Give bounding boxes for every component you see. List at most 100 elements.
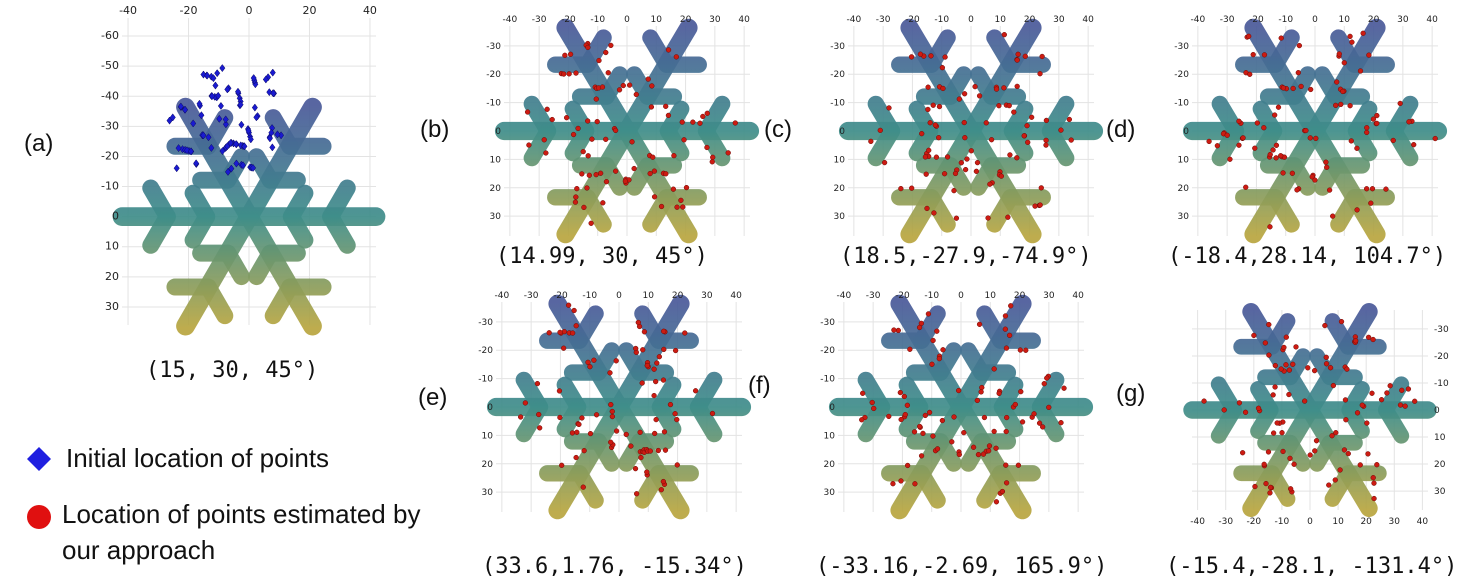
x-tick-label: 10: [995, 15, 1007, 25]
estimated-point: [1296, 42, 1303, 49]
initial-point: [241, 142, 248, 151]
estimated-point: [599, 84, 606, 90]
y-tick-label: -20: [830, 70, 845, 80]
initial-point: [228, 164, 235, 173]
estimated-point: [898, 416, 904, 423]
caption-g: (-15.4,-28.1, -131.4°): [1166, 554, 1458, 579]
estimated-point: [573, 70, 579, 76]
estimated-point: [1001, 32, 1007, 38]
estimated-point: [1365, 451, 1371, 457]
estimated-point: [920, 430, 926, 437]
estimated-point: [725, 150, 731, 156]
estimated-point: [692, 388, 699, 394]
estimated-point: [904, 462, 911, 469]
estimated-point: [1333, 102, 1339, 109]
estimated-point: [1330, 382, 1337, 389]
estimated-point: [652, 430, 658, 437]
panel-label-f: (f): [748, 372, 771, 399]
estimated-point: [1289, 170, 1296, 176]
y-tick-label: 30: [1434, 487, 1446, 497]
estimated-point: [638, 454, 644, 461]
estimated-point: [561, 71, 567, 77]
points-a: [166, 64, 285, 176]
x-tick-label: 0: [616, 291, 622, 301]
estimated-point: [985, 448, 992, 454]
initial-point: [209, 92, 216, 101]
x-tick-label: 40: [730, 291, 742, 301]
y-tick-label: -30: [486, 42, 501, 52]
initial-point: [200, 131, 207, 140]
x-tick-label: 0: [1307, 517, 1313, 527]
estimated-point: [941, 171, 948, 177]
estimated-point: [956, 451, 962, 458]
estimated-point: [591, 357, 597, 363]
estimated-point: [1003, 480, 1010, 486]
estimated-point: [1263, 480, 1269, 487]
estimated-point: [993, 499, 1000, 505]
estimated-point: [1014, 83, 1020, 90]
estimated-point: [663, 103, 669, 110]
estimated-point: [1357, 68, 1364, 74]
initial-point: [222, 120, 229, 129]
estimated-point: [609, 408, 615, 415]
estimated-point: [1364, 420, 1370, 426]
estimated-point: [633, 345, 639, 352]
estimated-point: [918, 453, 925, 459]
y-tick-label: 20: [490, 184, 502, 194]
ticks-g: -40 -30 -20 -10 0 10 20 30 40 -30 -20 -10 0 10 20 30: [1190, 325, 1449, 527]
snowflake-b: [494, 18, 760, 244]
estimated-point: [608, 42, 614, 49]
estimated-point: [917, 423, 923, 430]
y-tick-label: 0: [1434, 406, 1440, 416]
x-tick-label: 10: [643, 291, 655, 301]
estimated-point: [1262, 340, 1268, 346]
estimated-point: [589, 136, 595, 142]
initial-point: [175, 144, 182, 153]
panel-c: -40 -30 -20 -10 0 10 20 30 40 -30 -20 -10 0 10 20 30: [828, 12, 1104, 244]
panel-d: -40 -30 -20 -10 0 10 20 30 40 -30 -20 -10 0 10 20 30: [1172, 12, 1448, 244]
x-tick-label: 30: [701, 291, 713, 301]
estimated-point: [1022, 53, 1028, 59]
estimated-point: [1246, 33, 1252, 39]
initial-point: [247, 135, 254, 144]
ticks-a: -40 -20 0 20 40 -60 -50 -40 -30 -20 -10 0 10 20 30: [101, 4, 377, 313]
y-tick-label: -30: [830, 42, 845, 52]
x-tick-label: 10: [651, 15, 663, 25]
estimated-point: [1261, 461, 1267, 467]
estimated-point: [639, 380, 645, 386]
estimated-point: [939, 65, 946, 71]
estimated-point: [603, 179, 610, 185]
x-tick-label: -30: [1220, 15, 1235, 25]
estimated-point: [940, 347, 946, 353]
x-tick-label: -30: [1218, 517, 1233, 527]
y-tick-label: -20: [478, 346, 493, 356]
y-tick-label: -30: [1174, 42, 1189, 52]
plot-a: -40 -20 0 20 40 -60 -50 -40 -30 -20 -10 0 10 20 30: [101, 4, 386, 336]
estimated-point: [1003, 345, 1010, 351]
estimated-point: [929, 361, 935, 367]
estimated-point: [1338, 318, 1345, 325]
estimated-point: [1323, 354, 1329, 360]
estimated-point: [936, 135, 942, 141]
estimated-point: [912, 481, 918, 487]
x-tick-label: -40: [119, 4, 137, 17]
caption-c: (18.5,-27.9,-74.9°): [840, 244, 1092, 269]
estimated-point: [1252, 483, 1258, 490]
x-tick-label: 0: [246, 4, 253, 17]
estimated-point: [1374, 112, 1380, 119]
estimated-point: [1206, 138, 1212, 145]
estimated-point: [546, 330, 552, 336]
estimated-point: [1281, 344, 1287, 351]
estimated-point: [1354, 207, 1360, 213]
points-d: [1206, 30, 1438, 230]
initial-point: [250, 163, 257, 172]
estimated-point: [987, 181, 993, 187]
panel-label-c: (c): [764, 116, 792, 143]
estimated-point: [700, 113, 706, 120]
estimated-point: [1239, 450, 1246, 456]
estimated-point: [1333, 430, 1339, 436]
estimated-point: [1360, 30, 1366, 36]
estimated-point: [1349, 39, 1355, 45]
estimated-point: [1279, 430, 1285, 436]
estimated-point: [651, 392, 657, 399]
